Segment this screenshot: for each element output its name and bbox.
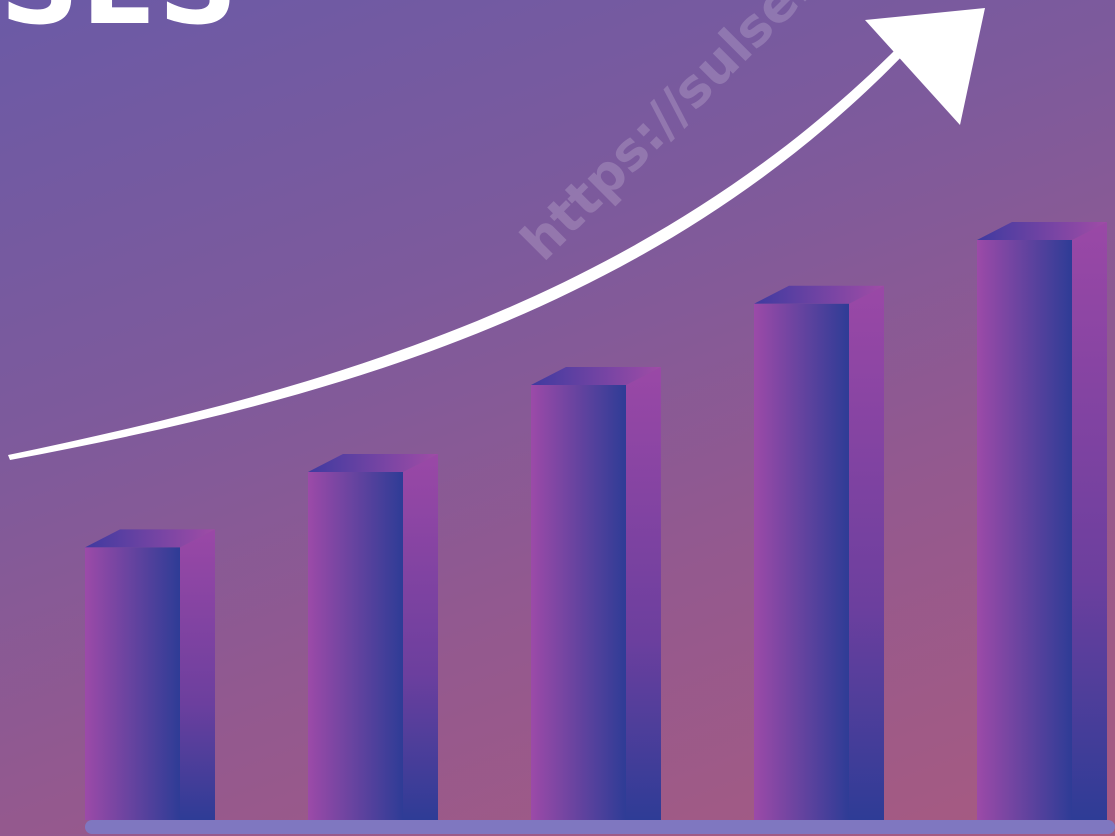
bar-side [180, 529, 215, 820]
bar-side [626, 367, 661, 820]
bar-top [531, 367, 661, 385]
bar-front [754, 303, 849, 820]
bar-side [849, 285, 884, 820]
bar-front [531, 385, 626, 820]
bar-top [754, 285, 884, 304]
bar-5 [977, 222, 1107, 820]
bar-side [403, 454, 438, 820]
bar-1 [85, 529, 215, 820]
bar-front [308, 472, 403, 820]
bar-top [85, 529, 215, 548]
bar-2 [308, 454, 438, 820]
bar-side [1072, 222, 1107, 820]
chart-baseline [85, 820, 1115, 834]
growth-arrow-icon [8, 8, 985, 460]
bar-front [977, 240, 1072, 820]
bar-front [85, 547, 180, 820]
bar-top [977, 222, 1107, 240]
bar-3 [531, 367, 661, 820]
bar-top [308, 454, 438, 472]
bar-4 [754, 285, 884, 820]
headline-text: SES [0, 0, 240, 40]
